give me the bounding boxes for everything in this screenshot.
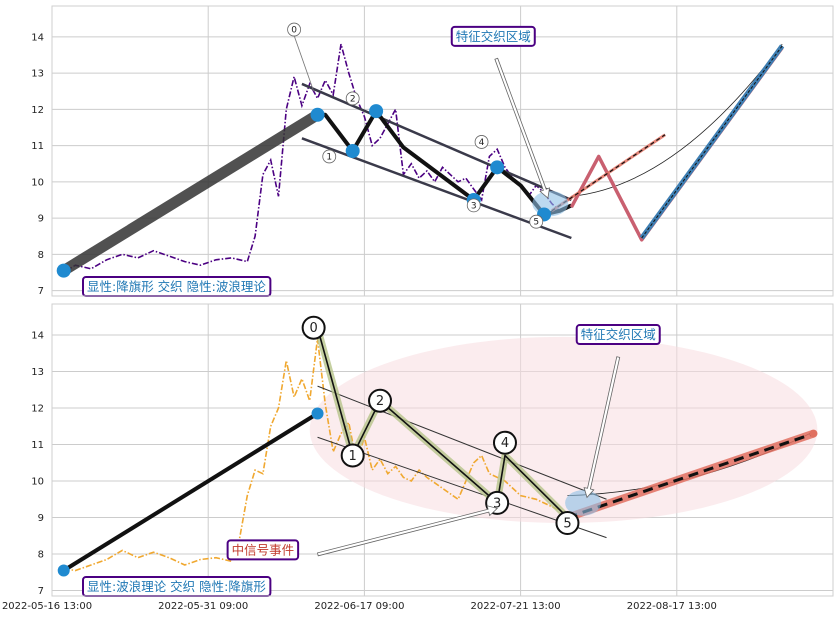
pattern-label: 显性:波浪理论 交织 隐性:降旗形 <box>87 579 266 594</box>
x-tick-label: 2022-08-17 13:00 <box>627 601 717 612</box>
panel-frame <box>51 5 834 297</box>
y-tick-label: 10 <box>31 177 44 188</box>
signal-arrow <box>317 505 498 557</box>
wave-label-circle <box>368 388 393 413</box>
wave-label: 1 <box>326 152 332 162</box>
wave-label: 3 <box>471 201 477 211</box>
channel-line <box>301 82 572 202</box>
wave-label: 2 <box>350 94 356 104</box>
forecast-target-dash <box>551 134 666 212</box>
x-tick-label: 2022-06-17 09:00 <box>314 601 404 612</box>
annotation-arrow <box>494 57 551 199</box>
annotation-feature-zone: 特征交织区域 <box>581 327 656 342</box>
forecast-target <box>550 133 666 213</box>
wave-zigzag <box>316 327 569 519</box>
wave-label-circle <box>340 443 365 468</box>
wave-label: 4 <box>501 436 509 451</box>
wave-label-circle <box>529 214 544 229</box>
y-tick-label: 9 <box>38 513 44 524</box>
impulse-leg <box>62 411 319 573</box>
wave-label-leader <box>293 35 315 92</box>
y-tick-label: 14 <box>31 331 44 342</box>
y-tick-label: 9 <box>38 214 44 225</box>
pivot-marker <box>56 263 71 278</box>
pivot-marker <box>369 104 384 119</box>
pivot-marker <box>310 107 325 122</box>
annotation-feature-zone-box <box>450 25 536 47</box>
feature-highlight <box>565 490 602 516</box>
x-tick-label: 2022-05-31 09:00 <box>158 601 248 612</box>
wave-label: 5 <box>533 218 539 228</box>
wave-label-circle <box>555 511 580 535</box>
forecast-end-dot <box>809 429 818 438</box>
plot-area: 0 1 2 3 4 5 <box>52 6 833 296</box>
y-tick-label: 11 <box>31 141 44 152</box>
x-tick-label: 2022-07-21 13:00 <box>471 601 561 612</box>
pattern-label: 显性:降旗形 交织 隐性:波浪理论 <box>87 279 266 294</box>
wave-label-circle <box>492 430 517 455</box>
impulse-leg <box>60 110 321 276</box>
feature-ellipse <box>309 336 818 523</box>
wave-label: 0 <box>309 321 317 336</box>
wave-label-circle <box>466 198 481 213</box>
plot-area: 0 1 2 3 4 5 <box>52 304 833 596</box>
wave-label: 5 <box>563 517 571 532</box>
forecast-blue <box>639 44 785 240</box>
wave-label-circle <box>474 135 489 149</box>
y-tick-label: 7 <box>38 286 44 297</box>
wave-label-circle <box>345 91 360 106</box>
wave-label: 1 <box>349 449 357 464</box>
annotation-arrow <box>583 356 621 499</box>
channel-line <box>317 385 607 500</box>
y-tick-label: 12 <box>31 404 44 415</box>
annotation-feature-zone: 特征交织区域 <box>456 29 531 44</box>
wave-label: 2 <box>376 394 384 409</box>
y-tick-label: 12 <box>31 105 44 116</box>
wave-label-circle <box>322 149 337 164</box>
y-tick-label: 10 <box>31 477 44 488</box>
price-line <box>63 43 561 274</box>
pivot-marker <box>57 564 70 577</box>
y-tick-label: 8 <box>38 550 44 561</box>
annotation-feature-zone-box <box>575 324 661 346</box>
y-tick-label: 13 <box>31 367 44 378</box>
pivot-marker <box>345 144 360 158</box>
annotation-signal-event-box <box>226 539 300 561</box>
annotation-signal-event: 中信号事件 <box>232 542 295 557</box>
wave-label-circle <box>301 315 326 340</box>
x-tick-label: 2022-05-16 13:00 <box>2 601 92 612</box>
y-tick-label: 13 <box>31 69 44 80</box>
pivot-marker <box>490 160 505 175</box>
wave-label: 4 <box>479 138 485 148</box>
channel-line <box>301 137 572 240</box>
y-tick-label: 14 <box>31 32 44 43</box>
pivot-marker <box>311 407 324 420</box>
price-line <box>63 338 568 572</box>
wave-label: 0 <box>291 26 297 36</box>
y-tick-label: 7 <box>38 586 44 597</box>
panel-frame <box>51 303 834 597</box>
forecast-target-dash <box>567 432 814 519</box>
wave-label: 3 <box>493 496 501 511</box>
y-tick-label: 8 <box>38 250 44 261</box>
y-tick-label: 11 <box>31 440 44 451</box>
projection-arc <box>571 43 783 197</box>
